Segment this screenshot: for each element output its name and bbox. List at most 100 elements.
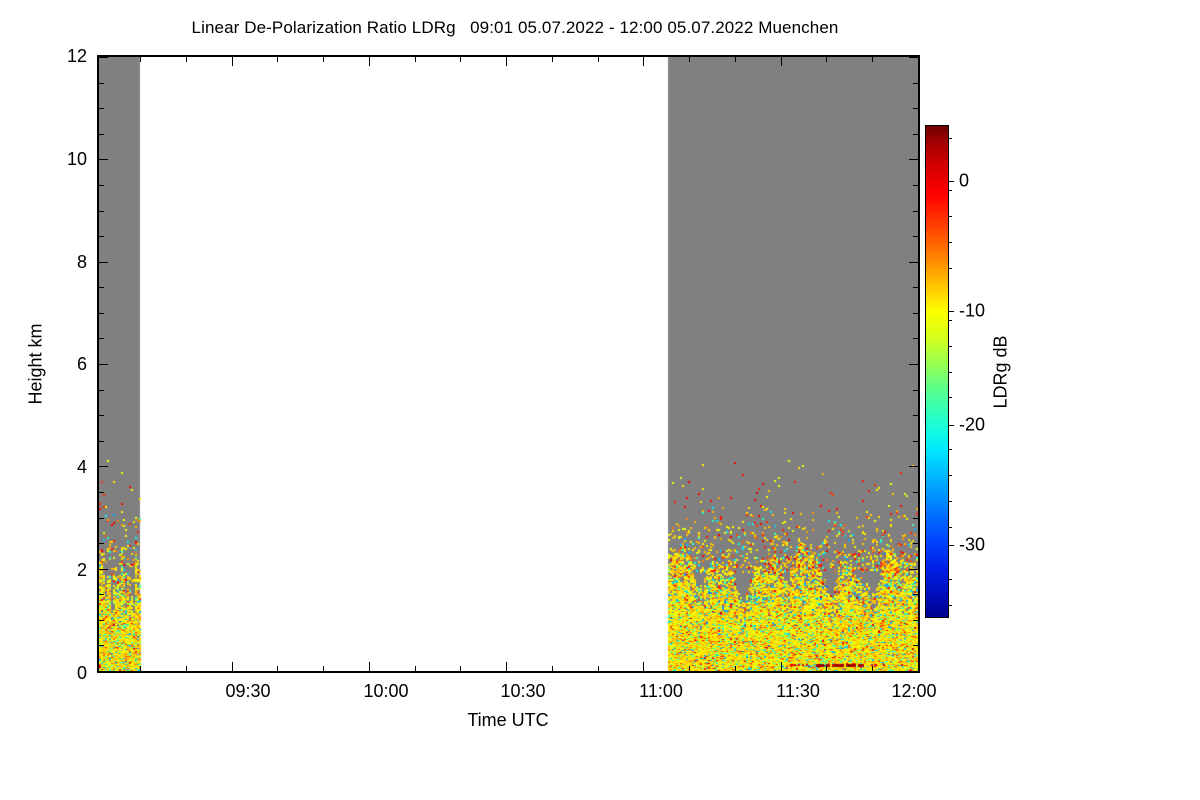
y-minor-tick-right [913,108,918,109]
y-minor-tick [99,492,104,493]
x-major-tick-top-5 [918,57,919,66]
y-tick-label-0: 0 [76,663,87,683]
x-minor-tick [826,666,827,671]
y-major-tick-right-2 [909,466,918,467]
y-minor-tick-right [913,338,918,339]
y-minor-tick [99,211,104,212]
colorbar-minor-tick [949,579,952,580]
x-minor-tick-top [186,57,187,62]
colorbar-minor-tick [949,372,952,373]
y-minor-tick-right [913,441,918,442]
x-minor-tick [460,666,461,671]
x-tick-label-0930: 09:30 [225,681,271,701]
x-major-tick-1 [369,662,370,671]
x-minor-tick [598,666,599,671]
y-axis-label: Height km [25,323,46,405]
x-major-tick-top-4 [781,57,782,66]
y-tick-label-12: 12 [66,46,87,66]
x-major-tick-0 [232,662,233,671]
x-minor-tick [140,666,141,671]
colorbar-tick-label-m10: -10 [959,300,986,321]
x-minor-tick [689,666,690,671]
y-minor-tick [99,645,104,646]
colorbar-tick-label-m30: -30 [959,534,986,555]
y-minor-tick [99,236,104,237]
colorbar-axis-label: LDRg dB [990,335,1011,409]
colorbar-gradient [925,125,949,618]
colorbar-minor-tick [949,449,952,450]
colorbar-minor-tick [949,138,952,139]
colorbar-tick-0 [949,181,954,182]
x-minor-tick [872,666,873,671]
y-major-tick-right-6 [909,57,918,58]
colorbar-minor-tick [949,605,952,606]
x-tick-label-1200: 12:00 [891,681,937,701]
colorbar-minor-tick [949,346,952,347]
y-major-tick-right-3 [909,364,918,365]
y-minor-tick [99,185,104,186]
y-minor-tick [99,543,104,544]
y-minor-tick-right [913,594,918,595]
x-tick-label-1030: 10:30 [500,681,546,701]
y-major-tick-2 [99,466,108,467]
colorbar-minor-tick [949,320,952,321]
y-minor-tick [99,83,104,84]
y-major-tick-right-5 [909,159,918,160]
x-tick-label-1130: 11:30 [776,681,820,701]
y-minor-tick-right [913,211,918,212]
x-major-tick-3 [643,662,644,671]
x-minor-tick-top [735,57,736,62]
x-minor-tick-top [598,57,599,62]
y-tick-label-10: 10 [66,149,87,169]
y-major-tick-right-4 [909,262,918,263]
y-minor-tick [99,134,104,135]
y-minor-tick-right [913,415,918,416]
colorbar-tick-label-0: 0 [959,170,970,191]
y-minor-tick-right [913,492,918,493]
y-minor-tick-right [913,287,918,288]
colorbar-minor-tick [949,216,952,217]
y-minor-tick [99,415,104,416]
colorbar-minor-tick [949,501,952,502]
y-major-tick-3 [99,364,108,365]
colorbar-minor-tick [949,190,952,191]
y-minor-tick-right [913,313,918,314]
x-minor-tick [735,666,736,671]
colorbar-tick-m10 [949,311,954,312]
y-minor-tick-right [913,83,918,84]
x-major-tick-top-1 [369,57,370,66]
x-axis-label: Time UTC [467,710,549,730]
plot-area [97,55,920,673]
heatmap-canvas [99,57,918,671]
y-minor-tick-right [913,134,918,135]
colorbar-tick-m20 [949,425,954,426]
x-minor-tick-top [323,57,324,62]
y-minor-tick [99,594,104,595]
y-minor-tick [99,441,104,442]
y-minor-tick-right [913,390,918,391]
y-minor-tick-right [913,543,918,544]
y-major-tick-right-1 [909,569,918,570]
y-minor-tick [99,313,104,314]
y-major-tick-6 [99,57,108,58]
x-minor-tick-top [552,57,553,62]
colorbar-minor-tick [949,242,952,243]
x-minor-tick-top [140,57,141,62]
y-minor-tick [99,518,104,519]
x-minor-tick [186,666,187,671]
x-minor-tick-top [277,57,278,62]
colorbar-tick-m30 [949,545,954,546]
x-minor-tick-top [460,57,461,62]
x-minor-tick-top [872,57,873,62]
colorbar: 0 -10 -20 -30 [925,125,985,618]
y-tick-label-6: 6 [76,354,87,374]
x-major-tick-top-3 [643,57,644,66]
colorbar-minor-tick [949,268,952,269]
x-tick-label-1100: 11:00 [639,681,683,701]
x-minor-tick-top [415,57,416,62]
x-minor-tick-top [689,57,690,62]
y-minor-tick-right [913,518,918,519]
x-major-tick-4 [781,662,782,671]
x-minor-tick-top [826,57,827,62]
